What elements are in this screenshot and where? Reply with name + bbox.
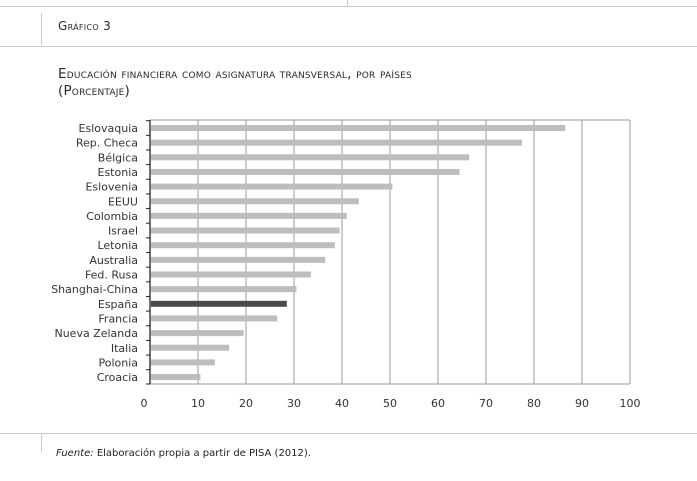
header-divider [0,46,697,47]
x-tick-label: 100 [620,397,641,410]
bar-eslovaquia [151,125,566,131]
category-label: Nueva Zelanda [54,327,138,340]
x-tick-label: 20 [239,397,253,410]
category-label: Francia [98,312,138,325]
top-tick-mark [347,0,348,6]
category-label: Letonia [97,239,138,252]
top-rule [0,6,697,7]
chart-title-line2: (Porcentaje) [58,83,130,99]
bar-australia [151,256,326,263]
category-label: Colombia [86,210,138,223]
source-label: Fuente: [56,448,94,459]
bar-eslovenia [151,183,393,190]
bar-letonia [151,242,335,249]
bar-rep-checa [151,139,522,146]
x-tick-label: 50 [383,397,397,410]
bar-estonia [151,168,460,175]
category-label: Rep. Checa [76,137,138,150]
figure-label-marker [41,13,42,45]
figure-label: Gráfico 3 [58,19,111,33]
grid-lines [150,119,631,385]
bar-polonia [151,359,215,366]
bar-israel [151,227,340,234]
bar-nueva-zelanda [151,330,244,337]
bar-croacia [151,374,201,381]
category-label: Eslovaquia [79,122,138,135]
bar-eeuu [151,198,359,205]
category-label: Shanghai-China [51,283,138,296]
x-tick-label: 40 [335,397,349,410]
bar-b-lgica [151,154,470,161]
value-axis: 0 10 20 30 40 50 60 70 80 90 100 [141,397,641,410]
category-label: Estonia [98,166,139,179]
category-label: España [98,298,138,311]
x-tick-label: 30 [287,397,301,410]
x-tick-label: 0 [141,397,148,410]
x-tick-label: 90 [575,397,589,410]
category-label: Australia [89,254,138,267]
category-label: Fed. Rusa [85,269,138,282]
category-label: Eslovenia [85,181,138,194]
bar-francia [151,315,278,322]
chart-title-line1: Educación financiera como asignatura tra… [58,66,412,82]
bar-italia [151,344,230,351]
x-tick-label: 10 [191,397,205,410]
bar-fed-rusa [151,271,311,278]
x-tick-label: 80 [527,397,541,410]
category-label: EEUU [108,195,138,208]
source-note: Fuente: Elaboración propia a partir de P… [56,448,311,459]
bar-espa-a [151,300,287,307]
category-label: Italia [111,342,138,355]
category-label: Bélgica [98,151,138,164]
bars [151,125,566,381]
footer-divider [0,433,697,434]
bar-shanghai-china [151,286,297,293]
x-tick-label: 70 [479,397,493,410]
category-label: Polonia [98,356,138,369]
bar-colombia [151,212,347,219]
category-label: Croacia [97,371,138,384]
chart-title: Educación financiera como asignatura tra… [58,66,412,100]
category-label: Israel [108,225,138,238]
x-tick-label: 60 [431,397,445,410]
source-text: Elaboración propia a partir de PISA (201… [96,448,311,459]
source-marker [41,434,42,452]
